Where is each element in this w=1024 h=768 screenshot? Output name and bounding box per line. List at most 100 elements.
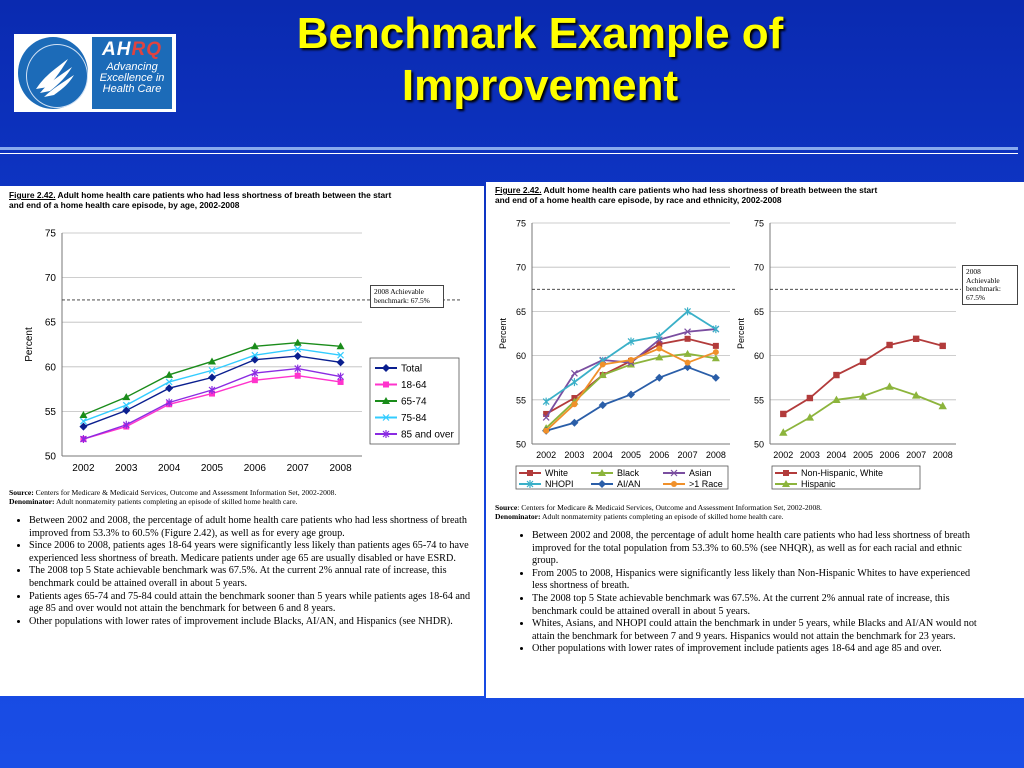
left-bullet: Other populations with lower rates of im…: [29, 616, 479, 629]
y-tick-label: 70: [45, 273, 57, 284]
data-point: [165, 378, 173, 386]
data-point: [571, 369, 578, 377]
data-point: [683, 349, 692, 357]
x-tick-label: 2004: [593, 450, 613, 460]
left-figure-caption: Figure 2.42. Adult home health care pati…: [9, 190, 392, 210]
data-point: [382, 430, 390, 438]
data-point: [598, 401, 607, 410]
right-bullet: Whites, Asians, and NHOPI could attain t…: [532, 618, 984, 643]
left-bullet: The 2008 top 5 State achievable benchmar…: [29, 565, 479, 590]
data-point: [294, 364, 302, 373]
ahrq-wordmark: AHRQ: [102, 39, 162, 60]
x-tick-label: 2005: [853, 450, 873, 460]
data-point: [671, 481, 677, 487]
race-plot: 50 55 60 65 70 75 2002 2003 2004 2005 2006 2007 2008…: [498, 219, 736, 460]
y-tick-label: 75: [754, 219, 764, 229]
data-point: [251, 377, 258, 384]
age-legend: Total 18-64 65-74 75-84 85 and over: [369, 357, 460, 445]
data-point: [628, 357, 634, 364]
data-point: [79, 422, 88, 431]
data-point: [712, 342, 719, 349]
data-point: [627, 390, 635, 399]
legend-label: 65-74: [401, 397, 427, 408]
data-point: [782, 480, 790, 487]
right-figure-caption: Figure 2.42. Adult home health care pati…: [495, 185, 878, 205]
data-point: [122, 420, 130, 429]
data-point: [251, 369, 259, 378]
legend-label: Total: [401, 364, 422, 375]
series-line: [782, 337, 943, 415]
data-point: [122, 406, 131, 415]
data-point: [655, 332, 663, 341]
right-bullet: Between 2002 and 2008, the percentage of…: [532, 530, 984, 568]
right-figure-panel: Figure 2.42. Adult home health care pati…: [486, 182, 1024, 698]
data-point: [382, 414, 390, 421]
x-tick-label: 2007: [287, 463, 310, 474]
data-point: [294, 372, 301, 379]
ahrq-tagline: Advancing Excellence in Health Care: [99, 61, 165, 95]
y-tick-label: 55: [45, 407, 57, 418]
x-tick-label: 2002: [72, 463, 95, 474]
data-point: [598, 480, 606, 488]
data-point: [208, 357, 216, 365]
left-bullet: Since 2006 to 2008, patients ages 18-64 …: [29, 540, 479, 565]
y-tick-label: 55: [754, 395, 764, 405]
y-tick-label: 50: [45, 452, 57, 463]
data-point: [251, 351, 259, 359]
data-point: [711, 354, 720, 362]
race-ethnicity-line-chart: 50 55 60 65 70 75 2002 2003 2004 2005 2006 2007 2008…: [498, 219, 961, 490]
data-point: [806, 394, 814, 402]
y-tick-label: 65: [516, 307, 526, 317]
ahrq-logo: AHRQ Advancing Excellence in Health Care: [92, 37, 172, 109]
data-point: [383, 381, 389, 388]
y-tick-label: 50: [754, 440, 764, 450]
data-point: [250, 342, 259, 350]
data-point: [294, 345, 302, 353]
x-tick-label: 2008: [933, 450, 953, 460]
right-source-note: Source: Centers for Medicare & Medicaid …: [495, 503, 822, 521]
data-point: [526, 480, 534, 488]
data-point: [655, 353, 664, 361]
data-point: [165, 370, 174, 378]
data-point: [599, 361, 606, 368]
x-tick-label: 2002: [536, 450, 556, 460]
legend-label: AI/AN: [617, 479, 641, 489]
data-point: [859, 358, 867, 365]
data-point: [293, 352, 302, 361]
data-point: [337, 351, 344, 359]
data-point: [527, 470, 533, 476]
legend-label: Asian: [689, 468, 712, 478]
left-figure-panel: Figure 2.42. Adult home health care pati…: [0, 186, 484, 696]
data-point: [885, 382, 894, 390]
data-point: [571, 401, 578, 408]
x-tick-label: 2005: [201, 463, 224, 474]
title-divider: [0, 147, 1018, 150]
y-tick-label: 75: [45, 229, 57, 240]
left-source-note: Source: Centers for Medicare & Medicaid …: [9, 488, 337, 506]
title-divider-thin: [0, 153, 1018, 154]
left-benchmark-label: 2008 Achievable benchmark: 67.5%: [370, 285, 444, 308]
data-point: [571, 378, 578, 387]
y-tick-label: 65: [754, 307, 764, 317]
slide-title-line2: Improvement: [401, 61, 679, 110]
x-tick-label: 2003: [564, 450, 584, 460]
x-tick-label: 2002: [773, 450, 793, 460]
data-point: [122, 401, 130, 409]
data-point: [712, 325, 720, 334]
slide-title: Benchmark Example of Improvement: [200, 8, 880, 112]
x-tick-label: 2004: [158, 463, 181, 474]
data-point: [711, 373, 720, 382]
y-tick-label: 60: [45, 362, 57, 373]
data-point: [80, 417, 87, 425]
x-tick-label: 2004: [826, 450, 846, 460]
hhs-ahrq-logo: AHRQ Advancing Excellence in Health Care: [14, 34, 176, 112]
data-point: [684, 335, 691, 342]
legend-label: Hispanic: [801, 479, 836, 489]
data-point: [938, 401, 947, 410]
data-point: [655, 373, 664, 382]
data-point: [627, 337, 635, 346]
data-point: [336, 358, 345, 367]
data-point: [684, 359, 691, 366]
data-point: [683, 363, 692, 372]
